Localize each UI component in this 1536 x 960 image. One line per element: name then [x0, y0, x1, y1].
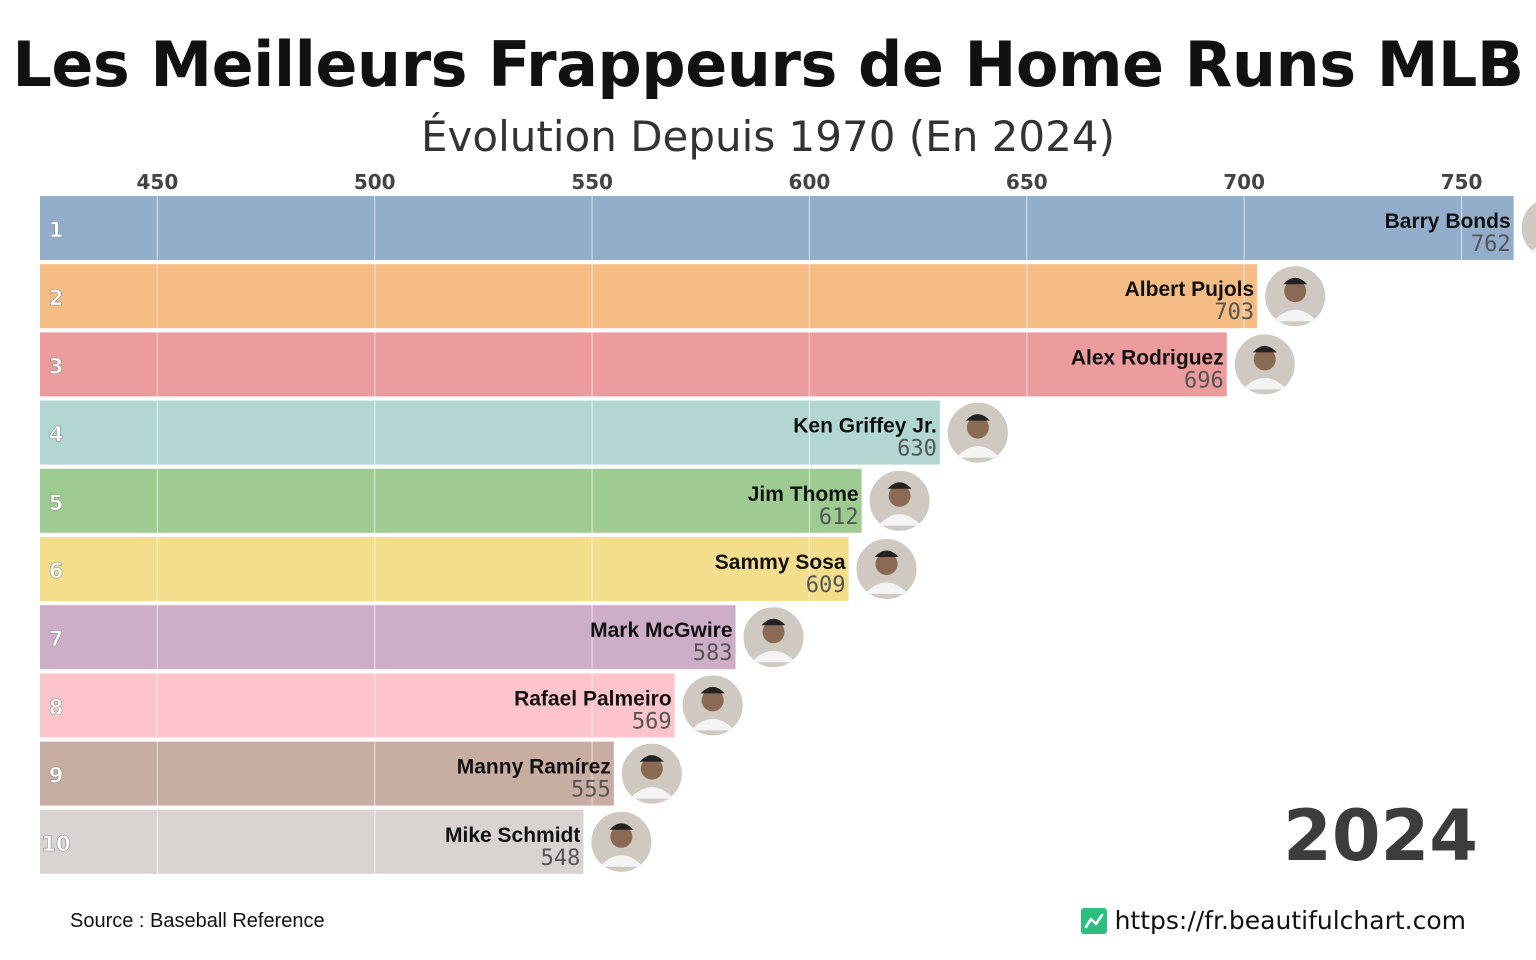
- rank-label: 6: [49, 559, 64, 583]
- x-tick-label: 500: [354, 170, 396, 194]
- photo-cap: [887, 482, 912, 489]
- rank-label: 10: [41, 832, 70, 856]
- site-url: https://fr.beautifulchart.com: [1114, 906, 1466, 935]
- bar-value-label: 630: [897, 437, 937, 462]
- bar-name-label: Albert Pujols: [1125, 278, 1255, 301]
- bar-4: [40, 400, 940, 465]
- photo-head: [640, 757, 663, 780]
- player-photo-icon: [854, 537, 919, 601]
- player-photo-icon: [1232, 332, 1297, 397]
- rank-label: 3: [49, 354, 64, 378]
- x-tick-label: 550: [571, 170, 613, 194]
- rank-label: 7: [49, 627, 64, 651]
- bar-value-label: 612: [819, 505, 859, 530]
- photo-cap: [609, 823, 634, 830]
- bar-value-label: 583: [693, 641, 733, 666]
- bar-name-label: Rafael Palmeiro: [514, 687, 672, 710]
- bar-name-label: Manny Ramírez: [457, 756, 611, 779]
- bar-name-label: Barry Bonds: [1385, 210, 1511, 233]
- chart-subtitle: Évolution Depuis 1970 (En 2024): [421, 112, 1115, 161]
- x-tick-label: 650: [1006, 170, 1048, 194]
- player-photo-icon: [741, 605, 806, 670]
- photo-head: [966, 416, 989, 439]
- bar-6: [40, 537, 849, 601]
- bar-value-label: 555: [571, 778, 611, 803]
- photo-shoulders: [864, 582, 909, 594]
- photo-shoulders: [877, 514, 922, 526]
- bar-name-label: Ken Griffey Jr.: [793, 415, 937, 438]
- chart-line-icon: [1080, 907, 1107, 934]
- rank-label: 2: [49, 286, 64, 310]
- bar-name-label: Mark McGwire: [590, 619, 732, 642]
- player-photo-icon: [945, 400, 1010, 465]
- bar-value-label: 696: [1184, 368, 1224, 393]
- rank-label: 9: [49, 764, 64, 788]
- player-photo-icon: [589, 809, 654, 874]
- photo-shoulders: [1529, 247, 1536, 253]
- photo-shoulders: [690, 718, 735, 731]
- site-link[interactable]: https://fr.beautifulchart.com: [1080, 906, 1466, 935]
- source-label: Source : Baseball Reference: [70, 910, 325, 932]
- bar-name-label: Mike Schmidt: [445, 824, 580, 847]
- bar-10: [40, 809, 584, 874]
- player-photo-icon: [1519, 200, 1536, 256]
- bar-value-label: 609: [806, 573, 846, 598]
- bar-2: [40, 264, 1258, 329]
- bar-value-label: 548: [541, 846, 581, 871]
- photo-background: [1519, 200, 1536, 256]
- photo-shoulders: [599, 855, 644, 867]
- photo-cap: [1252, 345, 1277, 353]
- rank-label: 4: [49, 423, 64, 447]
- bar-name-label: Alex Rodriguez: [1071, 346, 1224, 369]
- bar-8: [40, 673, 675, 738]
- bar-3: [40, 332, 1227, 397]
- x-tick-label: 600: [789, 170, 831, 194]
- bar-9: [40, 741, 614, 806]
- bar-name-label: Sammy Sosa: [715, 551, 846, 574]
- photo-cap: [700, 686, 725, 694]
- photo-shoulders: [1273, 309, 1318, 322]
- bar-value-label: 569: [632, 709, 672, 734]
- x-tick-label: 450: [136, 170, 178, 194]
- photo-head: [1253, 348, 1276, 371]
- player-photo-icon: [680, 673, 745, 738]
- bar-1: [40, 196, 1514, 260]
- rank-label: 1: [49, 218, 64, 242]
- photo-head: [875, 553, 898, 575]
- photo-head: [888, 484, 911, 507]
- bar-value-label: 762: [1471, 232, 1511, 257]
- photo-cap: [874, 550, 899, 557]
- bar-value-label: 703: [1214, 300, 1254, 325]
- bar-7: [40, 605, 736, 670]
- photo-head: [762, 621, 785, 644]
- photo-shoulders: [629, 787, 674, 799]
- x-tick-label: 750: [1441, 170, 1483, 194]
- photo-shoulders: [751, 650, 796, 663]
- photo-cap: [761, 618, 786, 626]
- photo-head: [610, 825, 633, 848]
- rank-label: 5: [49, 491, 64, 515]
- x-tick-label: 700: [1223, 170, 1265, 194]
- player-photo-icon: [619, 741, 684, 806]
- chart-title: Les Meilleurs Frappeurs de Home Runs MLB: [12, 28, 1524, 101]
- photo-head: [1284, 280, 1307, 303]
- photo-head: [701, 689, 724, 712]
- bar-5: [40, 468, 862, 533]
- player-photo-icon: [867, 468, 932, 533]
- year-label: 2024: [1283, 795, 1478, 877]
- photo-cap: [639, 755, 664, 762]
- photo-cap: [965, 414, 990, 421]
- photo-shoulders: [1242, 377, 1287, 390]
- player-photo-icon: [1263, 264, 1328, 329]
- rank-label: 8: [49, 695, 64, 719]
- photo-shoulders: [955, 446, 1000, 458]
- photo-cap: [1283, 277, 1308, 285]
- bar-name-label: Jim Thome: [748, 483, 859, 506]
